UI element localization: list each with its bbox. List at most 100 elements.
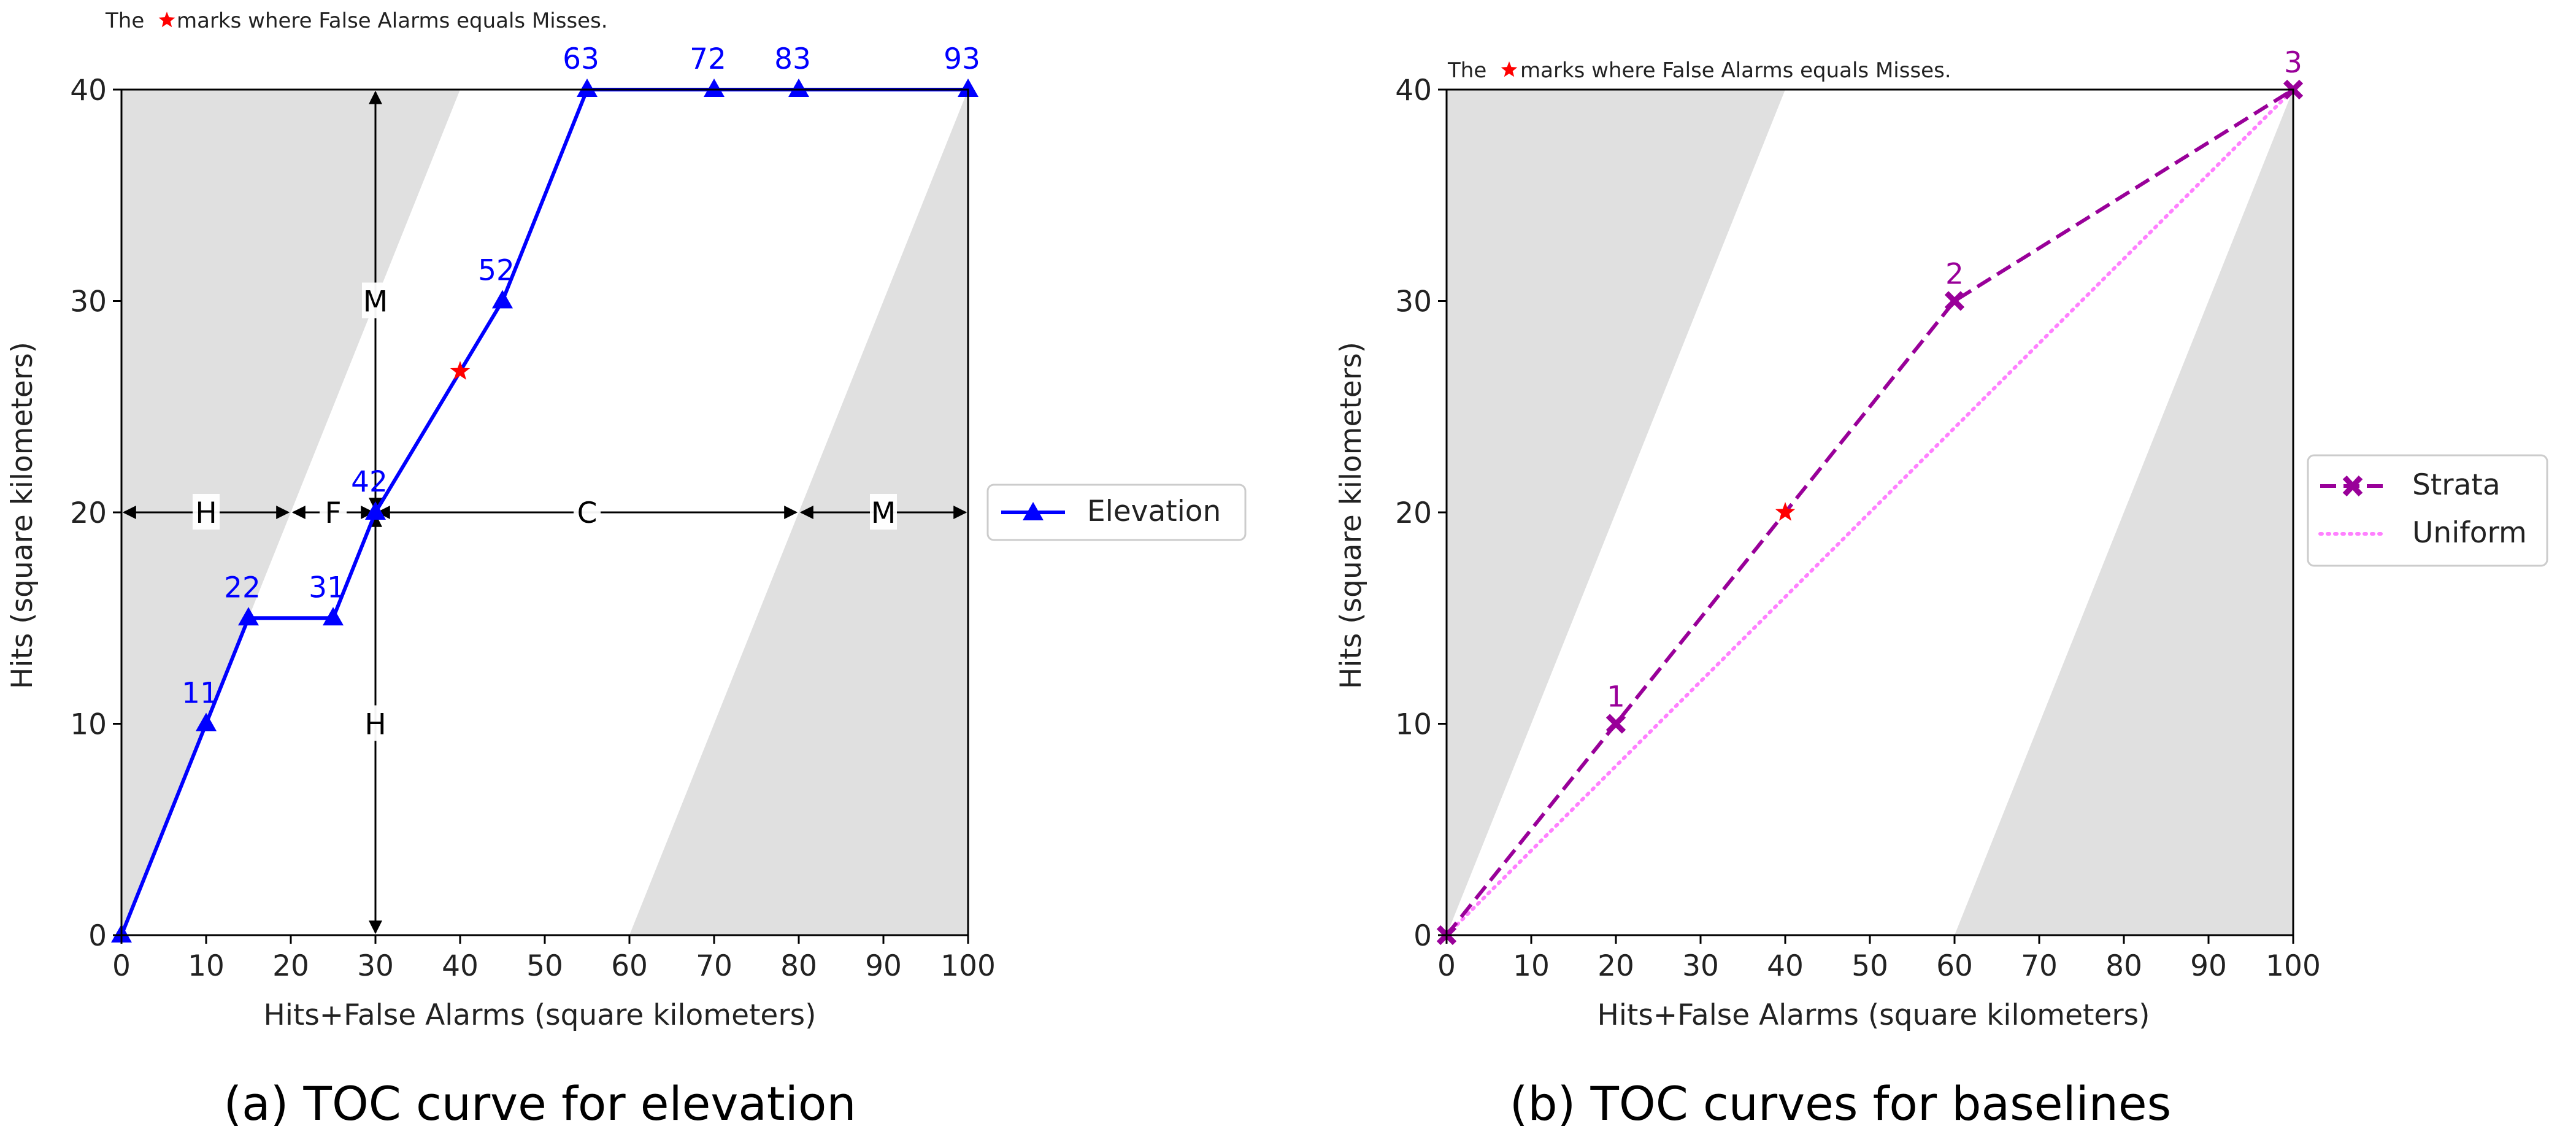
panel-baselines: 1 2 3 0 10 20 30 40 50 60 70 80 90 100 0 10 20 30 40 Hit… (1334, 46, 2548, 1131)
x-axis-ticks: 0 10 20 30 40 50 60 70 80 90 100 (1437, 935, 2321, 983)
annotation-label-bg (320, 494, 347, 530)
triangle-marker (365, 501, 386, 520)
shaded-regions (1447, 90, 2293, 935)
triangle-marker (958, 79, 978, 97)
x-tick-label: 50 (526, 949, 563, 983)
annotation-label: M (871, 496, 896, 530)
note-suffix: marks where False Alarms equals Misses. (177, 9, 608, 33)
point-label: 2 (1945, 258, 1964, 291)
uniform-line (1445, 88, 2295, 937)
note-star-icon (1501, 61, 1518, 77)
y-tick-label: 20 (70, 496, 107, 530)
annotation-label-bg (362, 282, 389, 318)
triangle-marker (788, 79, 809, 97)
x-axis-label: Hits+False Alarms (square kilometers) (263, 998, 816, 1032)
annotation-label-bg (362, 705, 389, 741)
annotation-label: M (363, 285, 388, 319)
x-tick-label: 90 (2190, 949, 2227, 983)
note-prefix: The (1447, 58, 1486, 83)
point-label: 1 (1607, 680, 1625, 714)
legend-label-strata: Strata (2412, 468, 2501, 502)
y-axis-label: Hits (square kilometers) (1334, 342, 1368, 689)
point-label: 63 (563, 42, 599, 76)
x-tick-label: 100 (2266, 949, 2321, 983)
legend-box (2307, 454, 2548, 567)
x-marker-icon (2342, 475, 2363, 497)
note-star-icon (158, 12, 175, 28)
x-tick-label: 80 (2105, 949, 2142, 983)
annotation-label-bg (870, 494, 897, 530)
strata-point-labels: 1 2 3 (1607, 46, 2302, 714)
note: The marks where False Alarms equals Miss… (1447, 58, 1951, 83)
point-label: 22 (224, 571, 261, 604)
x-axis-ticks: 0 10 20 30 40 50 60 70 80 90 100 (112, 935, 996, 983)
y-tick-label: 0 (1413, 919, 1432, 953)
y-tick-label: 20 (1395, 496, 1432, 530)
x-tick-label: 0 (1437, 949, 1456, 983)
note-suffix: marks where False Alarms equals Misses. (1520, 58, 1951, 83)
x-tick-label: 100 (940, 949, 996, 983)
panel-elevation: H F C M M H 11 22 31 42 52 63 72 83 93 0 10 20 30 40 50 60 7… (6, 9, 1247, 1131)
point-label: 42 (351, 465, 388, 499)
x-tick-label: 30 (1682, 949, 1719, 983)
triangle-marker (492, 290, 513, 309)
point-label: 31 (309, 571, 345, 604)
y-tick-label: 30 (1395, 285, 1432, 319)
y-tick-label: 10 (70, 708, 107, 742)
y-tick-label: 40 (70, 74, 107, 107)
triangle-icon (1023, 502, 1044, 520)
annotation-label-bg (574, 494, 601, 530)
star-marker (1775, 502, 1796, 521)
note: The marks where False Alarms equals Miss… (105, 9, 608, 33)
note-prefix: The (105, 9, 144, 33)
x-tick-label: 90 (865, 949, 902, 983)
x-tick-label: 10 (1513, 949, 1550, 983)
triangle-marker (196, 712, 217, 731)
x-tick-label: 30 (357, 949, 394, 983)
point-label: 83 (774, 42, 811, 76)
x-tick-label: 60 (1936, 949, 1973, 983)
x-tick-label: 10 (188, 949, 225, 983)
annotation-label-bg (193, 494, 220, 530)
x-marker (1944, 291, 1965, 311)
annotation-label: H (364, 708, 386, 742)
annotation-label: H (195, 496, 217, 530)
point-label: 3 (2284, 46, 2302, 80)
x-tick-label: 60 (611, 949, 648, 983)
shaded-region-left (1447, 90, 1785, 935)
elevation-point-labels: 11 22 31 42 52 63 72 83 93 (182, 42, 980, 711)
legend: Strata Uniform (2307, 454, 2548, 567)
region-annotations: H F C M M H (122, 90, 967, 935)
legend-label-elevation: Elevation (1087, 495, 1221, 528)
x-axis-label: Hits+False Alarms (square kilometers) (1597, 998, 2150, 1032)
triangle-marker (577, 79, 598, 97)
triangle-marker (238, 607, 259, 626)
triangle-marker (704, 79, 725, 97)
x-tick-label: 40 (1767, 949, 1804, 983)
annotation-label: F (325, 496, 341, 530)
point-label: 93 (944, 42, 980, 76)
shaded-region-right (629, 90, 968, 935)
legend-box (986, 484, 1247, 541)
y-tick-label: 40 (1395, 74, 1432, 107)
point-label: 72 (690, 42, 726, 76)
x-tick-label: 40 (442, 949, 479, 983)
caption-a: (a) TOC curve for elevation (223, 1076, 856, 1131)
y-tick-label: 0 (88, 919, 107, 953)
shaded-region-right (1955, 90, 2293, 935)
y-axis-ticks: 0 10 20 30 40 (1395, 74, 1447, 953)
triangle-marker (323, 607, 344, 626)
legend-label-uniform: Uniform (2412, 516, 2527, 550)
x-marker (1605, 714, 1626, 734)
x-tick-label: 0 (112, 949, 131, 983)
star-marker (450, 361, 471, 380)
legend: Elevation (986, 484, 1247, 541)
point-label: 11 (182, 677, 218, 711)
y-axis-label: Hits (square kilometers) (6, 342, 39, 689)
x-tick-label: 50 (1851, 949, 1888, 983)
x-tick-label: 80 (780, 949, 817, 983)
x-tick-label: 70 (696, 949, 732, 983)
x-tick-label: 20 (1598, 949, 1634, 983)
x-tick-label: 20 (272, 949, 309, 983)
